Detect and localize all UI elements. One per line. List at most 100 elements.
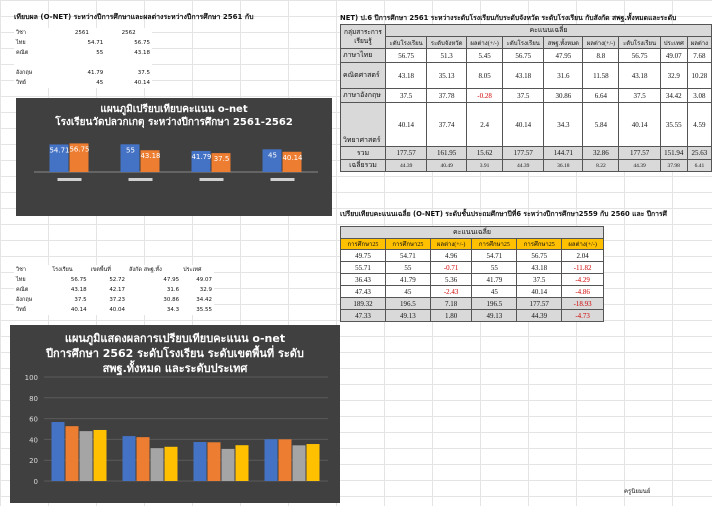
t3-cell[interactable]: 161.95 <box>426 146 468 160</box>
t4-cell[interactable]: 47.33 <box>340 309 386 322</box>
t1-cell[interactable]: 41.79 <box>87 70 104 76</box>
t4-cell[interactable]: -4.29 <box>561 273 604 286</box>
t4-cell[interactable]: 49.13 <box>384 309 431 322</box>
t1-cell[interactable]: อังกฤษ <box>16 70 33 76</box>
t3-cell[interactable]: 43.18 <box>618 62 661 89</box>
t3-cell[interactable]: 37.74 <box>426 102 468 147</box>
t3-cell[interactable]: 6.41 <box>686 159 712 172</box>
t2-cell[interactable]: 31.6 <box>166 287 180 293</box>
t4-cell[interactable]: 196.5 <box>384 297 431 310</box>
t3-cell[interactable]: 49.07 <box>659 48 688 63</box>
t2-cell[interactable]: 42.17 <box>109 287 126 293</box>
t3-cell[interactable]: 40.49 <box>426 159 468 172</box>
t4-cell[interactable]: -2.43 <box>429 285 473 298</box>
t4-cell[interactable]: 54.71 <box>471 249 518 262</box>
t3-cell[interactable]: 37.98 <box>659 159 688 172</box>
chart-yearly-comparison[interactable]: แผนภูมิเปรียบเทียบคะแนน o-net โรงเรียนวั… <box>16 98 332 216</box>
t3-cell[interactable]: 37.5 <box>384 88 428 103</box>
t4-cell[interactable]: 40.14 <box>516 285 563 298</box>
t3-cell[interactable]: 177.57 <box>618 146 661 160</box>
t1-cell[interactable]: 55 <box>96 50 104 56</box>
t2-cell[interactable]: 30.86 <box>163 297 180 303</box>
chart-level-comparison[interactable]: แผนภูมิแสดงผลการเปรียบเทียบคะแนน o-net ป… <box>10 325 340 503</box>
t1-cell[interactable]: 45 <box>96 80 104 86</box>
t3-cell[interactable]: 8.22 <box>582 159 620 172</box>
t3-subject[interactable]: ภาษาไทย <box>340 48 386 63</box>
t4-cell[interactable]: 2.04 <box>561 249 604 262</box>
t4-cell[interactable]: 49.75 <box>340 249 386 262</box>
t3-cell[interactable]: 43.18 <box>384 62 428 89</box>
t2-cell[interactable]: 35.55 <box>196 307 212 313</box>
t3-cell[interactable]: 37.78 <box>426 88 468 103</box>
t4-cell[interactable]: 1.80 <box>429 309 473 322</box>
t4-cell[interactable]: 4.96 <box>429 249 473 262</box>
t3-cell[interactable]: 25.63 <box>686 146 712 160</box>
t4-cell[interactable]: 196.5 <box>471 297 518 310</box>
t1-cell[interactable]: คณิต <box>16 50 29 56</box>
t4-cell[interactable]: 41.79 <box>471 273 518 286</box>
t1-cell[interactable] <box>105 58 152 68</box>
t3-cell[interactable]: 3.08 <box>686 88 712 103</box>
t4-cell[interactable]: 5.36 <box>429 273 473 286</box>
t4-cell[interactable]: -0.71 <box>429 261 473 274</box>
t3-cell[interactable]: 15.62 <box>466 146 504 160</box>
t4-cell[interactable]: 47.43 <box>340 285 386 298</box>
t3-cell[interactable]: 56.75 <box>384 48 428 63</box>
t3-subject[interactable]: ภาษาอังกฤษ <box>340 88 386 103</box>
t3-cell[interactable]: 4.59 <box>686 102 712 147</box>
t3-cell[interactable]: 43.18 <box>502 62 545 89</box>
t3-cell[interactable]: 34.3 <box>543 102 584 147</box>
t2-cell[interactable]: ไทย <box>16 277 26 283</box>
t4-cell[interactable]: 44.39 <box>516 309 563 322</box>
t3-cell[interactable]: 44.39 <box>384 159 428 172</box>
t3-cell[interactable]: 56.75 <box>502 48 545 63</box>
t3-cell[interactable]: 44.39 <box>618 159 661 172</box>
t3-cell[interactable]: 144.71 <box>543 146 584 160</box>
t3-cell[interactable]: 5.84 <box>582 102 620 147</box>
t3-cell[interactable]: 37.5 <box>502 88 545 103</box>
t2-cell[interactable]: 49.07 <box>196 277 212 283</box>
t2-cell[interactable]: 40.14 <box>70 307 87 313</box>
t3-cell[interactable]: 177.57 <box>384 146 428 160</box>
t1-cell[interactable]: 37.5 <box>137 70 150 76</box>
t4-cell[interactable]: -18.93 <box>561 297 604 310</box>
t3-cell[interactable]: 32.9 <box>659 62 688 89</box>
t4-cell[interactable]: 43.18 <box>516 261 563 274</box>
t1-cell[interactable]: 43.18 <box>134 50 150 56</box>
t3-subject[interactable]: วิทยาศาสตร์ <box>340 102 386 147</box>
t4-cell[interactable]: -4.73 <box>561 309 604 322</box>
t3-subject[interactable]: คณิตศาสตร์ <box>340 62 386 89</box>
t4-cell[interactable]: 7.18 <box>429 297 473 310</box>
t3-cell[interactable]: 6.64 <box>582 88 620 103</box>
t2-cell[interactable]: 43.18 <box>70 287 87 293</box>
t4-cell[interactable]: 36.43 <box>340 273 386 286</box>
t3-cell[interactable]: 47.95 <box>543 48 584 63</box>
t3-cell[interactable]: 35.55 <box>659 102 688 147</box>
t3-cell[interactable]: 40.14 <box>384 102 428 147</box>
t3-cell[interactable]: 56.75 <box>618 48 661 63</box>
t2-cell[interactable]: 47.95 <box>163 277 180 283</box>
t3-cell[interactable]: 35.13 <box>426 62 468 89</box>
t3-cell[interactable]: 40.14 <box>618 102 661 147</box>
t4-cell[interactable]: 54.71 <box>384 249 431 262</box>
t3-cell[interactable]: 34.42 <box>659 88 688 103</box>
t3-cell[interactable]: 30.86 <box>543 88 584 103</box>
t4-cell[interactable]: 177.57 <box>516 297 563 310</box>
t3-cell[interactable]: 51.3 <box>426 48 468 63</box>
t4-cell[interactable]: 41.79 <box>384 273 431 286</box>
t1-cell[interactable]: 40.14 <box>134 80 150 86</box>
t2-cell[interactable]: 32.9 <box>199 287 212 293</box>
t3-cell[interactable]: 37.5 <box>618 88 661 103</box>
t3-cell[interactable]: 40.14 <box>502 102 545 147</box>
t2-cell[interactable]: วิทย์ <box>16 307 26 313</box>
t2-cell[interactable]: 52.72 <box>109 277 126 283</box>
t1-cell[interactable] <box>59 58 106 68</box>
t3-cell[interactable]: 8.05 <box>466 62 504 89</box>
t4-cell[interactable]: 37.5 <box>516 273 563 286</box>
t2-cell[interactable]: 34.3 <box>166 307 180 313</box>
t2-cell[interactable]: 40.04 <box>109 307 126 313</box>
t3-cell[interactable]: 151.94 <box>659 146 688 160</box>
t3-cell[interactable]: 44.39 <box>502 159 545 172</box>
t3-cell[interactable]: 31.6 <box>543 62 584 89</box>
t1-cell[interactable]: 56.75 <box>134 40 150 46</box>
